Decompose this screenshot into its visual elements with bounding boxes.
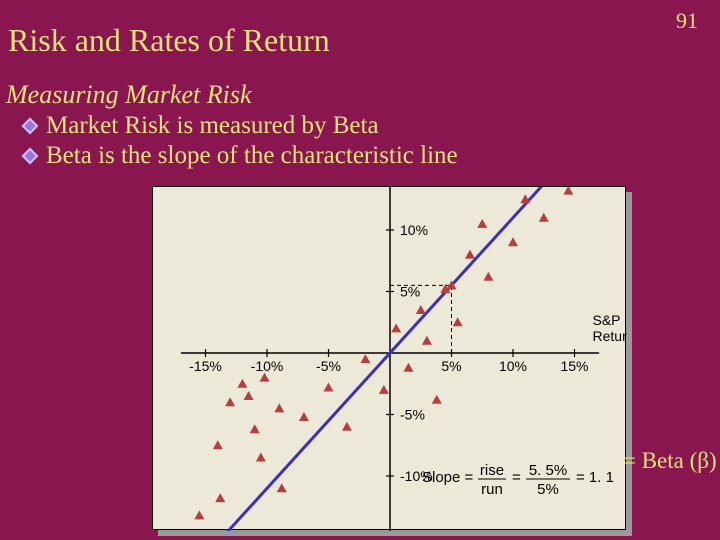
svg-text:= 1. 1: = 1. 1: [576, 469, 614, 486]
svg-text:10%: 10%: [499, 358, 527, 374]
svg-text:S&P: S&P: [593, 312, 621, 328]
bullet-item: Beta is the slope of the characteristic …: [24, 142, 458, 170]
svg-text:5%: 5%: [537, 481, 559, 498]
diamond-icon: [22, 148, 39, 165]
svg-text:-10%: -10%: [251, 358, 284, 374]
chart-container: -15%-10%-5%5%10%15%15%10%5%-5%-10%-15%Pe…: [152, 186, 630, 534]
svg-text:=: =: [512, 469, 521, 486]
slide: 91 Risk and Rates of Return Measuring Ma…: [0, 0, 720, 540]
svg-text:run: run: [481, 481, 503, 498]
svg-text:5. 5%: 5. 5%: [529, 462, 567, 479]
diamond-icon: [22, 118, 39, 135]
page-number: 91: [676, 8, 698, 34]
svg-text:10%: 10%: [400, 222, 428, 238]
beta-equals-label: = Beta (β): [623, 448, 717, 474]
svg-text:-5%: -5%: [316, 358, 341, 374]
svg-text:Return: Return: [593, 328, 628, 344]
scatter-chart: -15%-10%-5%5%10%15%15%10%5%-5%-10%-15%Pe…: [153, 187, 627, 531]
bullet-text: Beta is the slope of the characteristic …: [46, 142, 458, 170]
bullet-item: Market Risk is measured by Beta: [24, 112, 458, 140]
slide-subtitle: Measuring Market Risk: [6, 80, 252, 110]
svg-text:-15%: -15%: [400, 530, 433, 532]
svg-text:-5%: -5%: [400, 407, 425, 423]
bullet-list: Market Risk is measured by Beta Beta is …: [24, 112, 458, 172]
svg-text:rise: rise: [480, 462, 504, 479]
svg-text:15%: 15%: [560, 358, 588, 374]
svg-text:-15%: -15%: [189, 358, 222, 374]
svg-text:5%: 5%: [400, 284, 420, 300]
svg-text:5%: 5%: [441, 358, 461, 374]
bullet-text: Market Risk is measured by Beta: [46, 112, 379, 140]
slide-title: Risk and Rates of Return: [8, 22, 330, 59]
chart-box: -15%-10%-5%5%10%15%15%10%5%-5%-10%-15%Pe…: [152, 186, 626, 530]
svg-text:Slope =: Slope =: [422, 469, 474, 486]
